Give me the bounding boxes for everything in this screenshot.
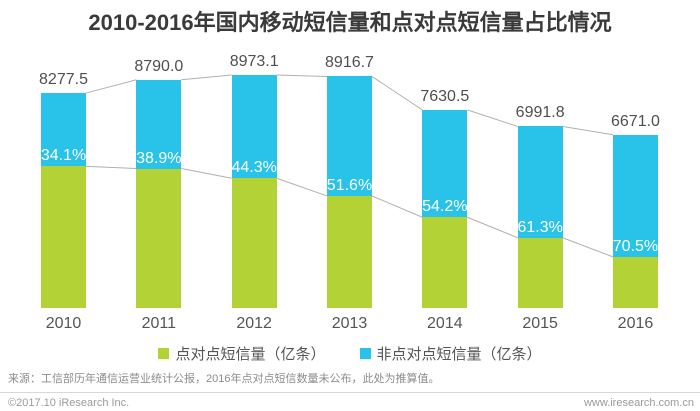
source-note: 来源：工信部历年通信运营业统计公报，2016年点对点短信数量未公布，此处为推算值… (8, 373, 440, 385)
p2p-legend-swatch-icon (158, 348, 170, 359)
bar-segment-p2p (41, 166, 86, 308)
x-axis-tick-label: 2014 (427, 315, 463, 332)
chart-legend: 点对点短信量（亿条） 非点对点短信量（亿条） (0, 343, 700, 364)
bar-percent-label: 54.2% (422, 198, 468, 216)
bar-total-label: 7630.5 (420, 87, 470, 105)
website-text: www.iresearch.com.cn (583, 397, 694, 409)
legend-item-p2p: 点对点短信量（亿条） (158, 343, 326, 364)
x-axis-tick-label: 2011 (141, 315, 177, 332)
x-axis-tick-label: 2010 (45, 315, 82, 332)
copyright-text: ©2017.10 iResearch Inc. (8, 397, 130, 409)
bar-segment-p2p (326, 195, 372, 308)
bar-total-label: 8790.0 (134, 57, 184, 75)
bar-segment-p2p (136, 168, 182, 308)
bar-percent-label: 34.1% (40, 147, 87, 165)
page-title: 2010-2016年国内移动短信量和点对点短信量占比情况 (88, 10, 612, 35)
bar-percent-label: 70.5% (612, 237, 659, 255)
footer-divider (0, 392, 700, 393)
bar-percent-label: 51.6% (326, 176, 373, 194)
bar-segment-p2p (422, 217, 468, 308)
connector-line (276, 74, 328, 77)
bar-segment-p2p (231, 178, 277, 308)
bar-segment-non-p2p (422, 109, 468, 218)
bar-total-label: 6991.8 (515, 104, 565, 122)
legend-label-non-p2p: 非点对点短信量（亿条） (376, 346, 542, 363)
bar-percent-label: 38.9% (136, 149, 182, 167)
bar-segment-non-p2p (326, 76, 372, 196)
x-axis-tick-label: 2015 (522, 315, 558, 332)
bar-percent-label: 44.3% (231, 159, 277, 177)
x-axis-tick-label: 2012 (236, 315, 272, 332)
bar-percent-label: 61.3% (517, 218, 563, 236)
bar-segment-non-p2p (136, 79, 182, 169)
bar-total-label: 6671.0 (611, 112, 660, 130)
bar-segment-non-p2p (517, 126, 563, 238)
legend-label-p2p: 点对点短信量（亿条） (175, 346, 326, 363)
bar-total-label: 8973.1 (229, 53, 279, 70)
x-axis-tick-label: 2013 (331, 315, 368, 332)
bar-segment-p2p (612, 256, 658, 308)
bar-segment-non-p2p (231, 75, 277, 179)
legend-item-non-p2p: 非点对点短信量（亿条） (359, 343, 542, 364)
bar-total-label: 8277.5 (39, 71, 88, 89)
non-p2p-legend-swatch-icon (359, 348, 371, 359)
bar-segment-non-p2p (41, 93, 86, 167)
bar-segment-p2p (517, 237, 563, 308)
x-axis-tick-label: 2016 (617, 315, 654, 332)
bar-total-label: 8916.7 (325, 54, 374, 72)
bar-segment-non-p2p (612, 134, 658, 257)
